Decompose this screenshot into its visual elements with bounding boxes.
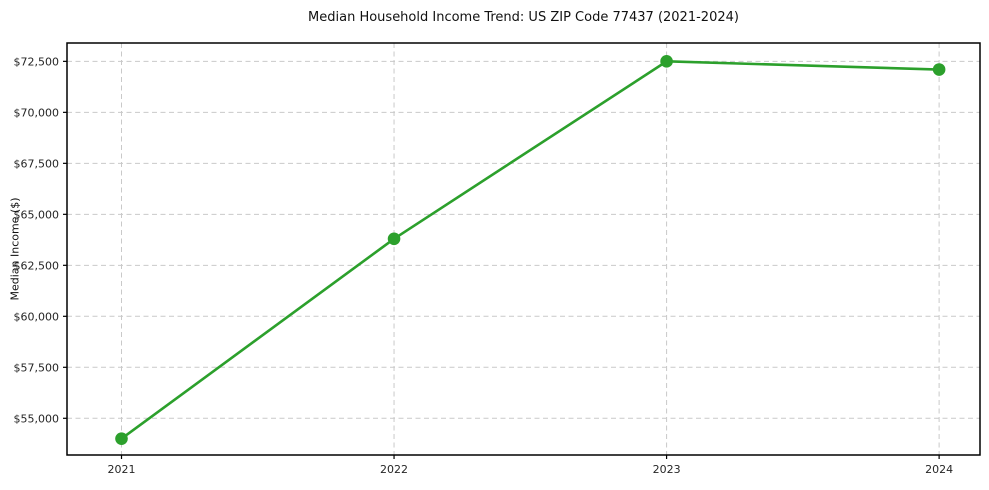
y-tick-label: $72,500	[14, 55, 60, 68]
y-axis-label: Median Income ($)	[8, 197, 22, 301]
data-point-2022	[387, 232, 401, 246]
chart-title: Median Household Income Trend: US ZIP Co…	[308, 10, 739, 25]
y-tick-label: $57,500	[14, 361, 60, 374]
y-tick-label: $62,500	[14, 259, 60, 272]
y-tick-label: $60,000	[14, 310, 60, 323]
data-point-2021	[115, 432, 128, 445]
x-tick-label: 2023	[653, 463, 681, 476]
x-tick-label: 2022	[380, 463, 408, 476]
x-tick-label: 2024	[925, 463, 953, 476]
data-point-2023	[660, 55, 673, 68]
y-tick-label: $55,000	[14, 412, 60, 425]
data-point-2024	[932, 63, 946, 76]
y-tick-label: $65,000	[14, 208, 60, 221]
y-tick-label: $67,500	[14, 157, 60, 170]
x-tick-label: 2021	[108, 463, 136, 476]
trend-line	[120, 60, 941, 440]
plot-border	[66, 42, 981, 456]
y-tick-label: $70,000	[14, 106, 60, 119]
